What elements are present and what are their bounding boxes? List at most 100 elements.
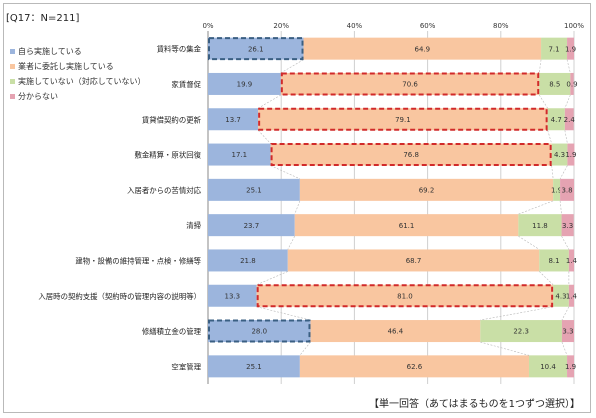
data-label: 62.6: [407, 363, 423, 371]
series-connector-line: [480, 341, 530, 356]
data-label: 1.4: [566, 292, 578, 300]
legend-item: 実施していない（対応していない）: [10, 74, 146, 89]
data-label: 8.1: [548, 257, 559, 265]
data-label: 2.4: [564, 116, 576, 124]
bar-segment: [299, 355, 529, 378]
bar-segment: [256, 284, 554, 307]
data-label: 70.6: [402, 81, 418, 89]
bar-segment: [208, 143, 271, 166]
legend-label: 自ら実施している: [18, 47, 82, 56]
series-connector-line: [551, 165, 554, 179]
series-connector-line: [539, 271, 554, 285]
legend-swatch: [10, 79, 15, 84]
series-connector-line: [538, 59, 542, 73]
bar-segment: [561, 214, 574, 237]
legend-label: 実施していない（対応していない）: [18, 77, 146, 86]
data-label: 10.4: [540, 363, 556, 371]
data-label: 19.9: [237, 81, 253, 89]
data-label: 1.9: [565, 45, 576, 53]
x-tick-label: 80%: [493, 22, 509, 30]
data-label: 4.3: [554, 151, 565, 159]
category-label: 空室管理: [171, 362, 201, 371]
bar-segment: [528, 355, 568, 378]
data-label: 81.0: [397, 292, 413, 300]
series-connector-line: [480, 306, 554, 321]
series-connector-line: [257, 130, 271, 144]
highlight-box: [270, 143, 552, 167]
series-connector-line: [287, 236, 296, 250]
legend-label: 分からない: [18, 92, 58, 101]
bar-segment: [310, 320, 481, 343]
data-label: 25.1: [246, 186, 262, 194]
bar-segment: [553, 284, 569, 307]
bar-segment: [564, 108, 574, 131]
data-label: 0.9: [566, 81, 577, 89]
category-label: 敷金精算・原状回復: [134, 151, 201, 160]
answer-type-note: 【単一回答（あてはまるものを1つずつ選択）】: [369, 399, 580, 410]
bar-segment: [567, 355, 574, 378]
series-connector-line: [518, 200, 554, 215]
x-tick-label: 60%: [420, 22, 436, 30]
data-label: 1.9: [565, 151, 576, 159]
category-label: 賃料等の集金: [157, 45, 202, 54]
series-connector-line: [538, 94, 548, 109]
bar-segment: [299, 178, 554, 201]
x-tick-label: 100%: [564, 22, 584, 30]
data-label: 22.3: [513, 328, 529, 336]
data-label: 79.1: [395, 116, 411, 124]
data-label: 13.7: [225, 116, 241, 124]
data-label: 69.2: [419, 186, 435, 194]
bar-segment: [270, 143, 552, 166]
bar-segment: [567, 143, 575, 166]
data-label: 8.5: [549, 81, 560, 89]
bar-segment: [570, 72, 574, 95]
series-connector-line: [256, 271, 288, 286]
series-connector-line: [270, 165, 300, 180]
data-label: 25.1: [246, 363, 262, 371]
data-label: 76.8: [403, 151, 419, 159]
data-label: 21.8: [240, 257, 256, 265]
series-connector-line: [547, 130, 552, 144]
data-label: 1.9: [551, 186, 562, 194]
series-connector-line: [561, 236, 570, 250]
bar-segment: [303, 37, 542, 60]
bar-segment: [553, 178, 561, 201]
series-connector-line: [566, 59, 571, 74]
bar-segment: [208, 355, 300, 378]
bar-segment: [287, 249, 540, 272]
data-label: 3.3: [562, 328, 573, 336]
category-label: 修繕積立金の管理: [142, 327, 202, 336]
legend-swatch: [10, 49, 15, 54]
category-label: 建物・設備の維持管理・点検・修繕等: [75, 256, 201, 265]
legend-item: 分からない: [10, 89, 146, 104]
series-connector-line: [564, 130, 568, 144]
legend-swatch: [10, 64, 15, 69]
data-label: 28.0: [251, 328, 267, 336]
highlight-box: [208, 319, 311, 343]
data-label: 17.1: [231, 151, 247, 159]
legend-item: 自ら実施している: [10, 44, 146, 59]
legend-label: 業者に委託し実施している: [18, 62, 114, 71]
data-label: 1.9: [565, 363, 576, 371]
bar-segment: [208, 178, 300, 201]
bar-segment: [208, 284, 257, 307]
category-label: 賃貸借契約の更新: [142, 115, 202, 124]
data-label: 61.1: [399, 222, 415, 230]
legend-item: 業者に委託し実施している: [10, 59, 146, 74]
highlight-box: [256, 284, 554, 308]
series-connector-line: [280, 59, 304, 74]
bar-segment: [547, 108, 565, 131]
series-connector-line: [299, 341, 311, 356]
category-label: 家賃督促: [171, 80, 201, 89]
data-label: 4.7: [551, 116, 562, 124]
data-label: 4.3: [555, 292, 566, 300]
data-label: 23.7: [244, 222, 260, 230]
series-connector-line: [561, 341, 568, 356]
bar-segment: [208, 108, 259, 131]
data-label: 7.1: [548, 45, 559, 53]
data-label: 11.8: [532, 222, 548, 230]
series-connector-line: [559, 165, 568, 179]
highlight-box: [208, 37, 304, 61]
bar-segment: [280, 72, 540, 95]
